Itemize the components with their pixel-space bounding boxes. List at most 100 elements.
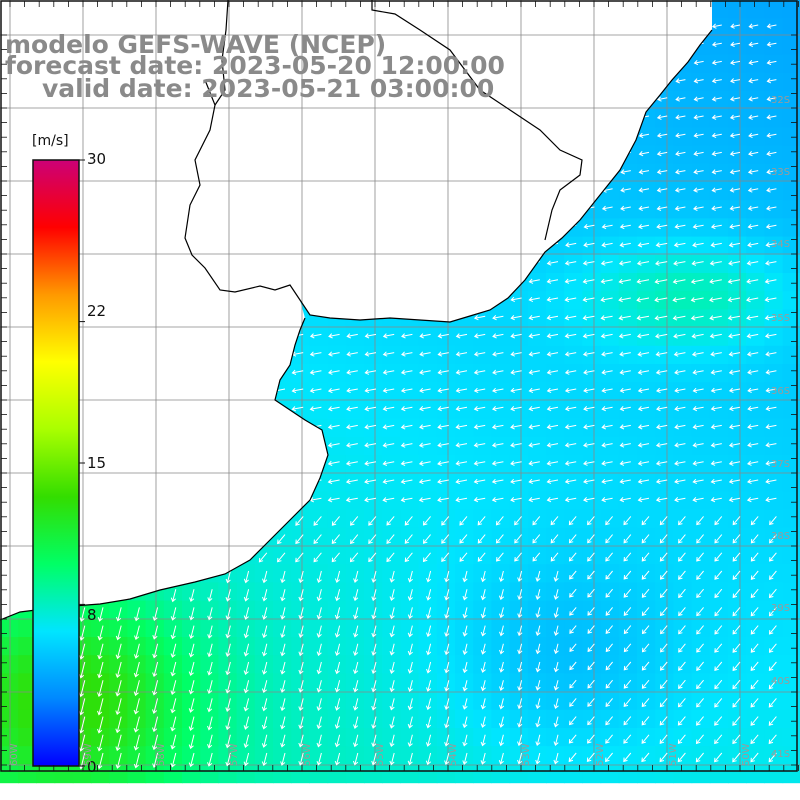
field-cell <box>637 145 656 165</box>
wind-arrow <box>400 387 413 394</box>
field-cell <box>309 709 329 729</box>
wind-arrow <box>546 296 559 303</box>
wind-arrow <box>747 242 759 248</box>
wind-arrow <box>225 752 231 767</box>
field-cell <box>546 709 565 729</box>
field-cell <box>673 109 693 128</box>
wind-arrow <box>404 552 413 563</box>
field-cell <box>491 345 511 365</box>
field-cell <box>182 673 201 693</box>
field-cell <box>327 600 347 620</box>
wind-arrow <box>675 114 686 120</box>
wind-arrow <box>619 406 631 412</box>
field-cell <box>127 655 147 674</box>
lat-label-35s: 35S <box>771 313 791 324</box>
field-cell <box>236 764 256 784</box>
wind-arrow <box>641 716 650 726</box>
lon-label-56w: 56W <box>302 743 313 766</box>
field-cell <box>473 582 492 602</box>
field-cell <box>345 637 365 656</box>
field-cell <box>364 564 383 583</box>
wind-arrow <box>188 680 195 695</box>
field-cell <box>400 618 420 638</box>
wind-arrow <box>371 680 377 693</box>
wind-arrow <box>750 679 759 690</box>
field-cell <box>455 382 474 401</box>
wind-arrow <box>331 552 340 563</box>
wind-arrow <box>768 661 777 672</box>
wind-arrow <box>298 734 304 748</box>
wind-arrow <box>444 661 450 674</box>
wind-arrow <box>280 589 286 602</box>
wind-arrow <box>353 625 359 638</box>
wind-arrow <box>346 406 358 412</box>
field-cell <box>364 455 383 474</box>
wind-arrow <box>97 680 104 698</box>
wind-arrow <box>674 497 686 503</box>
field-cell <box>436 436 456 456</box>
wind-arrow <box>678 552 686 562</box>
field-cell <box>673 309 693 329</box>
wind-arrow <box>655 478 668 485</box>
wind-arrow <box>364 333 377 339</box>
wind-arrow <box>678 679 686 690</box>
wind-arrow <box>636 278 650 285</box>
field-cell <box>163 691 183 711</box>
field-cell <box>291 764 310 784</box>
wind-arrow <box>444 734 450 747</box>
field-cell <box>418 436 438 456</box>
field-cell <box>400 691 420 711</box>
field-cell <box>728 182 747 201</box>
field-cell <box>709 218 729 238</box>
coastline-segment <box>184 29 713 323</box>
wind-arrow <box>426 607 432 619</box>
wind-arrow <box>732 534 741 544</box>
wind-arrow <box>528 369 540 375</box>
field-cell <box>782 600 800 620</box>
wind-arrow <box>316 570 322 584</box>
field-cell <box>746 436 765 456</box>
wind-arrow <box>262 570 268 584</box>
field-cell <box>491 436 511 456</box>
wind-arrow <box>728 442 741 448</box>
wind-arrow <box>747 387 759 393</box>
colorbar-tick-22: 22 <box>87 302 107 320</box>
wind-arrow <box>382 460 395 466</box>
field-cell <box>345 691 365 711</box>
field-cell <box>291 564 310 583</box>
wind-arrow <box>728 460 741 466</box>
field-cell <box>418 382 438 401</box>
field-cell <box>236 618 256 638</box>
field-cell <box>455 600 474 620</box>
wind-arrow <box>692 242 704 248</box>
wind-arrow <box>553 625 559 636</box>
field-cell <box>691 764 711 784</box>
wind-arrow <box>768 625 777 635</box>
wind-arrow <box>207 698 213 713</box>
field-cell <box>709 291 729 310</box>
wind-arrow <box>532 552 541 562</box>
wind-arrow <box>422 534 431 544</box>
wind-arrow <box>710 478 722 485</box>
wind-arrow <box>587 588 595 598</box>
wind-arrow <box>746 497 759 503</box>
wind-arrow <box>564 406 577 412</box>
field-cell <box>364 400 383 420</box>
wind-arrow <box>419 406 431 412</box>
wind-arrow <box>553 698 559 710</box>
field-cell <box>309 637 329 656</box>
field-cell <box>655 291 674 310</box>
wind-arrow <box>587 534 595 544</box>
wind-arrow <box>768 698 777 708</box>
field-cell <box>637 345 656 365</box>
wind-arrow <box>382 387 395 394</box>
field-cell <box>0 709 19 729</box>
field-cell <box>218 655 238 674</box>
field-cell <box>163 673 183 693</box>
wind-arrow <box>690 315 704 321</box>
wind-arrow <box>638 187 650 193</box>
wind-arrow <box>641 661 650 671</box>
field-cell <box>564 364 583 383</box>
field-cell <box>746 400 765 420</box>
wind-arrow <box>514 534 522 544</box>
